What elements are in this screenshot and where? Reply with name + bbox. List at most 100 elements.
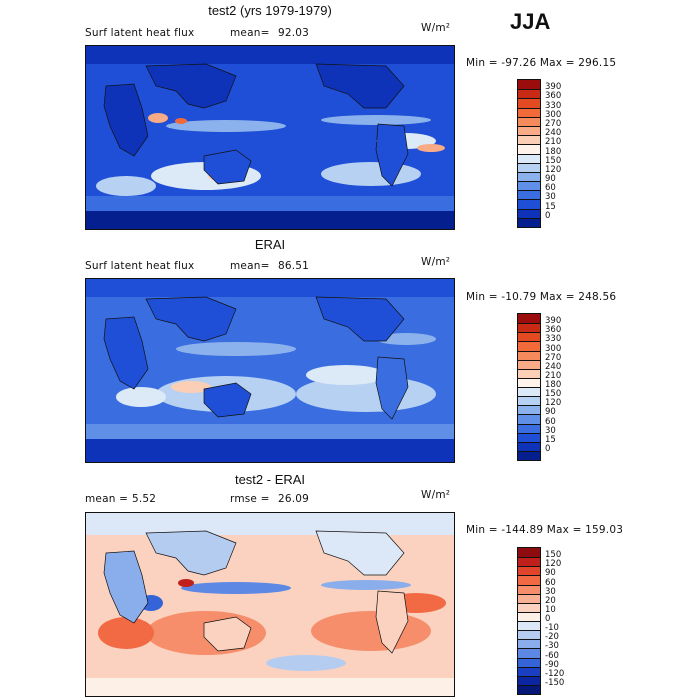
colorbar-tick-label: 0: [545, 614, 551, 624]
colorbar-swatch: [518, 648, 540, 658]
colorbar-tick-label: 150: [545, 389, 562, 400]
colorbar-tick-label: 240: [545, 128, 562, 139]
colorbar-tick-label: -150: [545, 677, 565, 688]
colorbar-tick-label: 330: [545, 100, 562, 111]
colorbar-tick-label: 390: [545, 82, 562, 93]
colorbar-tick-label: 300: [545, 109, 562, 120]
colorbar-swatch: [518, 323, 540, 333]
colorbar-tick-label: 270: [545, 118, 562, 129]
colorbar-tick-label: 300: [545, 343, 562, 354]
colorbar-tick-label: -30: [545, 641, 559, 652]
panel-1-map: [85, 45, 455, 230]
season-label: JJA: [510, 9, 551, 34]
colorbar-swatch: [518, 217, 540, 227]
colorbar-swatch: [518, 116, 540, 126]
colorbar-swatch: [518, 171, 540, 182]
panel-2-colorbar-labels: 390 360 330 300 270 240 210 180 150 120 90 60 30 15 0: [545, 313, 585, 459]
panel-2-title: ERAI: [254, 237, 286, 252]
colorbar-tick-label: 270: [545, 352, 562, 363]
colorbar-swatch: [518, 557, 540, 567]
panel-2-colorbar: [517, 313, 541, 461]
panel-1-map-graphic: [86, 46, 454, 229]
colorbar-tick-label: 30: [545, 586, 556, 597]
panel-2-map: [85, 278, 455, 463]
colorbar-swatch: [518, 423, 540, 433]
colorbar-tick-label: 10: [545, 604, 556, 615]
panel-1-mean-label: mean=: [230, 27, 270, 39]
colorbar-tick-label: 90: [545, 407, 556, 418]
colorbar-tick-label: 60: [545, 416, 556, 427]
panel-1-variable-label: Surf latent heat flux: [85, 27, 195, 39]
colorbar-tick-label: 360: [545, 325, 562, 336]
panel-2-mean-label: mean=: [230, 260, 270, 272]
panel-3-title: test2 - ERAI: [234, 472, 306, 487]
panel-1-colorbar-labels: 390 360 330 300 270 240 210 180 150 120 90 60 30 15 0: [545, 79, 585, 226]
colorbar-tick-label: 15: [545, 201, 556, 212]
colorbar-tick-label: 60: [545, 183, 556, 194]
colorbar-tick-label: 240: [545, 361, 562, 372]
colorbar-swatch: [518, 107, 540, 117]
panel-2-minmax: Min = -10.79 Max = 248.56: [466, 291, 617, 303]
colorbar-tick-label: 30: [545, 425, 556, 436]
panel-3-map-graphic: [86, 513, 454, 696]
colorbar-tick-label: 390: [545, 316, 562, 327]
colorbar-tick-label: 90: [545, 174, 556, 185]
colorbar-tick-label: 210: [545, 137, 562, 148]
colorbar-swatch: [518, 621, 540, 631]
colorbar-tick-label: -120: [545, 668, 565, 679]
colorbar-swatch: [518, 341, 540, 351]
panel-3-rmse-label: rmse =: [230, 493, 270, 505]
colorbar-swatch: [518, 350, 540, 360]
colorbar-swatch: [518, 602, 540, 612]
colorbar-swatch: [518, 657, 540, 667]
colorbar-swatch: [518, 162, 540, 172]
panel-1-minmax: Min = -97.26 Max = 296.15: [466, 57, 617, 69]
colorbar-swatch: [518, 675, 540, 685]
colorbar-tick-label: -60: [545, 650, 559, 661]
colorbar-swatch: [518, 450, 540, 460]
colorbar-tick-label: 360: [545, 91, 562, 102]
panel-2-variable-label: Surf latent heat flux: [85, 260, 195, 272]
panel-1-mean-value: 92.03: [278, 27, 310, 39]
colorbar-swatch: [518, 432, 540, 442]
colorbar-tick-label: -90: [545, 659, 559, 670]
panel-3-map: [85, 512, 455, 697]
colorbar-swatch: [518, 208, 540, 218]
colorbar-tick-label: 15: [545, 434, 556, 445]
colorbar-swatch: [518, 190, 540, 200]
colorbar-tick-label: 90: [545, 568, 556, 579]
colorbar-tick-label: 20: [545, 595, 556, 606]
panel-1-title: test2 (yrs 1979-1979): [208, 3, 332, 18]
colorbar-tick-label: -20: [545, 632, 559, 643]
panel-3-colorbar: [517, 547, 541, 695]
colorbar-tick-label: 0: [545, 443, 551, 454]
colorbar-swatch: [518, 630, 540, 640]
colorbar-swatch: [518, 89, 540, 99]
colorbar-swatch: [518, 684, 540, 694]
colorbar-swatch: [518, 80, 540, 90]
colorbar-tick-label: 120: [545, 559, 562, 570]
panel-3-minmax: Min = -144.89 Max = 159.03: [466, 524, 624, 536]
colorbar-swatch: [518, 359, 540, 369]
colorbar-swatch: [518, 566, 540, 576]
colorbar-tick-label: 0: [545, 210, 551, 221]
colorbar-swatch: [518, 666, 540, 676]
colorbar-swatch: [518, 377, 540, 387]
panel-1-colorbar: [517, 79, 541, 228]
colorbar-swatch: [518, 314, 540, 324]
colorbar-tick-label: 150: [545, 155, 562, 166]
colorbar-tick-label: 30: [545, 192, 556, 203]
panel-2-mean-value: 86.51: [278, 260, 310, 272]
panel-2-units: W/m²: [421, 256, 451, 268]
colorbar-swatch: [518, 593, 540, 603]
colorbar-swatch: [518, 396, 540, 406]
colorbar-tick-label: 60: [545, 577, 556, 588]
panel-2-map-graphic: [86, 279, 454, 462]
colorbar-tick-label: 180: [545, 146, 562, 157]
colorbar-swatch: [518, 387, 540, 397]
colorbar-swatch: [518, 199, 540, 209]
colorbar-tick-label: 120: [545, 398, 562, 409]
colorbar-tick-label: 180: [545, 380, 562, 390]
colorbar-tick-label: 330: [545, 334, 562, 345]
colorbar-swatch: [518, 548, 540, 558]
